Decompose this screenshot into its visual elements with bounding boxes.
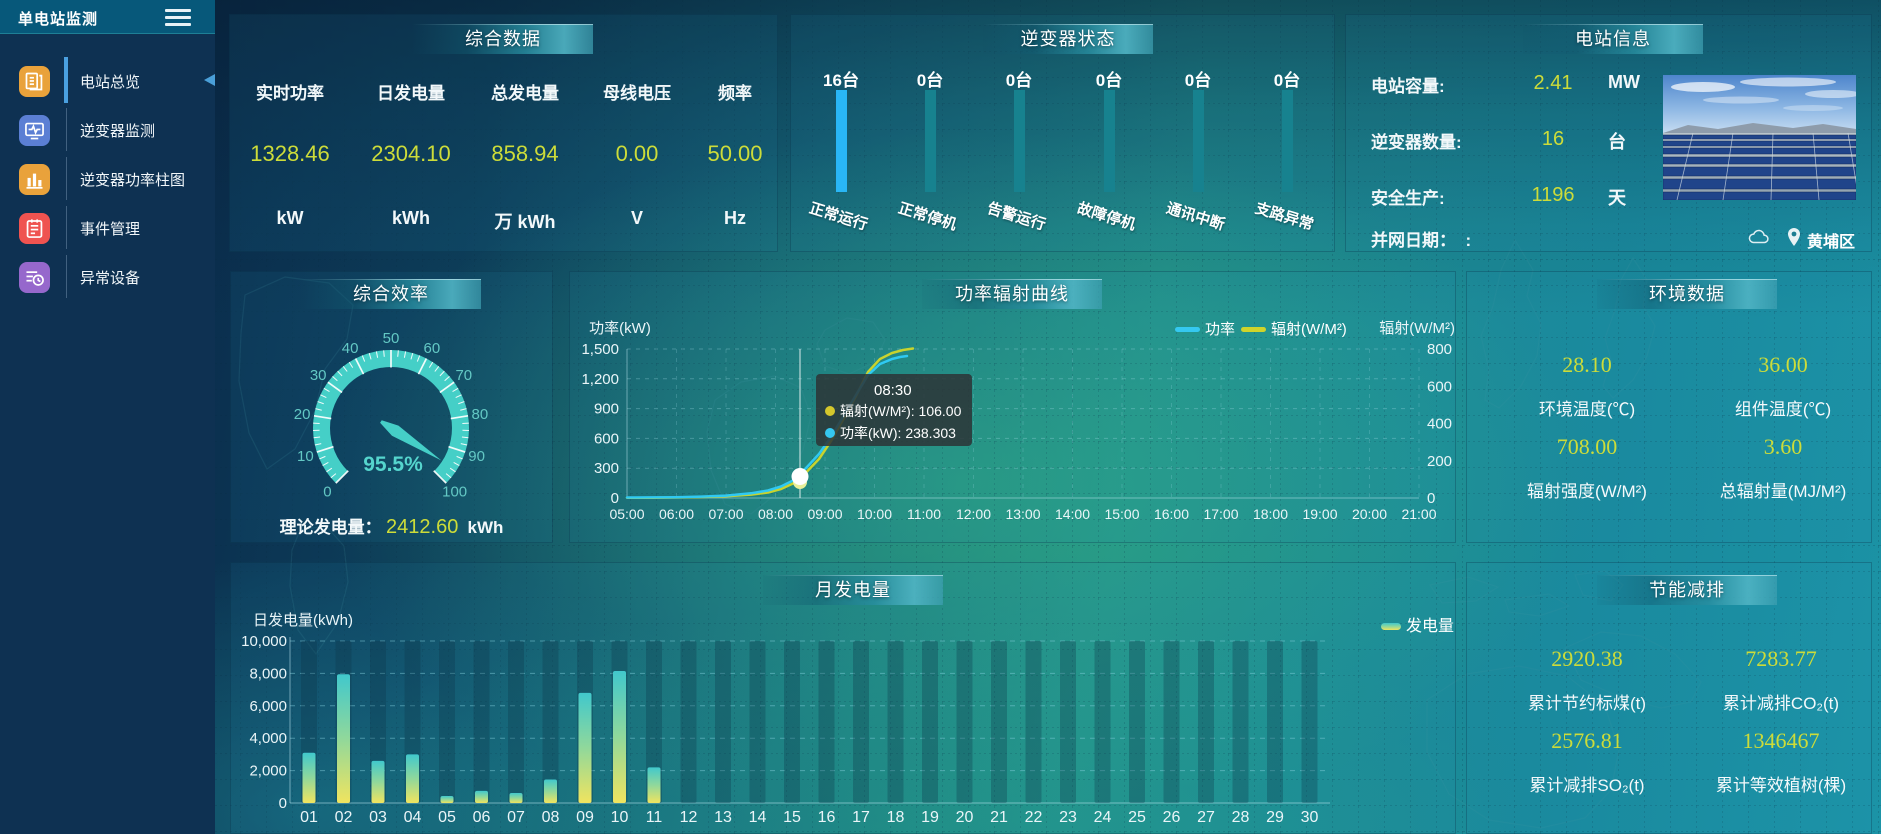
svg-text:20: 20 xyxy=(294,406,311,423)
svg-text:05: 05 xyxy=(438,809,456,826)
svg-text:辐射(W/M²): 辐射(W/M²) xyxy=(1271,321,1347,338)
svg-text:24: 24 xyxy=(1094,809,1112,826)
svg-text:30: 30 xyxy=(310,367,327,384)
svg-text:09: 09 xyxy=(576,809,594,826)
svg-text:10,000: 10,000 xyxy=(241,633,287,650)
svg-text:1,200: 1,200 xyxy=(581,371,619,388)
svg-text:16:00: 16:00 xyxy=(1154,506,1189,522)
svg-text:20: 20 xyxy=(956,809,974,826)
svg-text:300: 300 xyxy=(594,460,619,477)
svg-text:95.5%: 95.5% xyxy=(363,453,423,476)
svg-text:03: 03 xyxy=(369,809,387,826)
svg-text:20:00: 20:00 xyxy=(1352,506,1387,522)
svg-text:21: 21 xyxy=(990,809,1008,826)
svg-text:功率(kW): 功率(kW) xyxy=(589,320,651,337)
svg-text:07: 07 xyxy=(507,809,525,826)
svg-text:25: 25 xyxy=(1128,809,1146,826)
svg-text:80: 80 xyxy=(472,406,489,423)
svg-text:11:00: 11:00 xyxy=(907,506,941,522)
svg-text:600: 600 xyxy=(1427,378,1452,395)
svg-text:14:00: 14:00 xyxy=(1055,506,1090,522)
svg-text:07:00: 07:00 xyxy=(708,506,743,522)
svg-text:18:00: 18:00 xyxy=(1253,506,1288,522)
svg-text:18: 18 xyxy=(887,809,905,826)
svg-text:0: 0 xyxy=(323,484,331,501)
svg-text:功率: 功率 xyxy=(1205,321,1235,338)
svg-text:19: 19 xyxy=(921,809,939,826)
svg-text:06: 06 xyxy=(473,809,491,826)
svg-text:09:00: 09:00 xyxy=(807,506,842,522)
svg-text:21:00: 21:00 xyxy=(1401,506,1436,522)
svg-text:发电量: 发电量 xyxy=(1406,617,1454,635)
svg-text:06:00: 06:00 xyxy=(659,506,694,522)
svg-text:05:00: 05:00 xyxy=(609,506,644,522)
svg-text:10: 10 xyxy=(611,809,629,826)
svg-text:800: 800 xyxy=(1427,341,1452,358)
svg-text:8,000: 8,000 xyxy=(249,665,287,682)
svg-text:26: 26 xyxy=(1163,809,1181,826)
svg-text:08:00: 08:00 xyxy=(758,506,793,522)
svg-text:0: 0 xyxy=(611,490,619,507)
svg-text:15:00: 15:00 xyxy=(1104,506,1139,522)
svg-text:01: 01 xyxy=(300,809,318,826)
svg-text:90: 90 xyxy=(468,448,485,465)
svg-text:19:00: 19:00 xyxy=(1302,506,1337,522)
svg-text:02: 02 xyxy=(335,809,353,826)
svg-text:17: 17 xyxy=(852,809,870,826)
svg-text:16: 16 xyxy=(818,809,836,826)
svg-text:11: 11 xyxy=(646,809,663,826)
svg-text:40: 40 xyxy=(342,340,359,357)
svg-text:08: 08 xyxy=(542,809,560,826)
svg-text:0: 0 xyxy=(279,795,287,812)
svg-text:13:00: 13:00 xyxy=(1005,506,1040,522)
svg-text:200: 200 xyxy=(1427,453,1452,470)
svg-text:900: 900 xyxy=(594,401,619,418)
svg-text:15: 15 xyxy=(783,809,801,826)
svg-text:0: 0 xyxy=(1427,490,1435,507)
svg-text:13: 13 xyxy=(714,809,732,826)
svg-text:28: 28 xyxy=(1232,809,1250,826)
svg-text:10:00: 10:00 xyxy=(857,506,892,522)
svg-text:2,000: 2,000 xyxy=(249,763,287,780)
svg-text:04: 04 xyxy=(404,809,422,826)
svg-text:4,000: 4,000 xyxy=(249,730,287,747)
svg-text:14: 14 xyxy=(749,809,767,826)
svg-text:70: 70 xyxy=(455,367,472,384)
svg-text:27: 27 xyxy=(1197,809,1215,826)
svg-text:10: 10 xyxy=(297,448,314,465)
svg-text:6,000: 6,000 xyxy=(249,698,287,715)
svg-text:100: 100 xyxy=(442,484,467,501)
svg-text:23: 23 xyxy=(1059,809,1077,826)
svg-text:600: 600 xyxy=(594,430,619,447)
svg-text:12: 12 xyxy=(680,809,698,826)
svg-text:12:00: 12:00 xyxy=(956,506,991,522)
svg-text:辐射(W/M²): 辐射(W/M²) xyxy=(1379,320,1455,337)
svg-text:400: 400 xyxy=(1427,416,1452,433)
svg-text:22: 22 xyxy=(1025,809,1043,826)
svg-text:50: 50 xyxy=(383,330,400,347)
svg-text:60: 60 xyxy=(424,340,441,357)
svg-text:29: 29 xyxy=(1266,809,1284,826)
svg-text:1,500: 1,500 xyxy=(581,341,619,358)
svg-text:17:00: 17:00 xyxy=(1203,506,1238,522)
svg-text:30: 30 xyxy=(1301,809,1319,826)
svg-text:日发电量(kWh): 日发电量(kWh) xyxy=(253,612,353,629)
